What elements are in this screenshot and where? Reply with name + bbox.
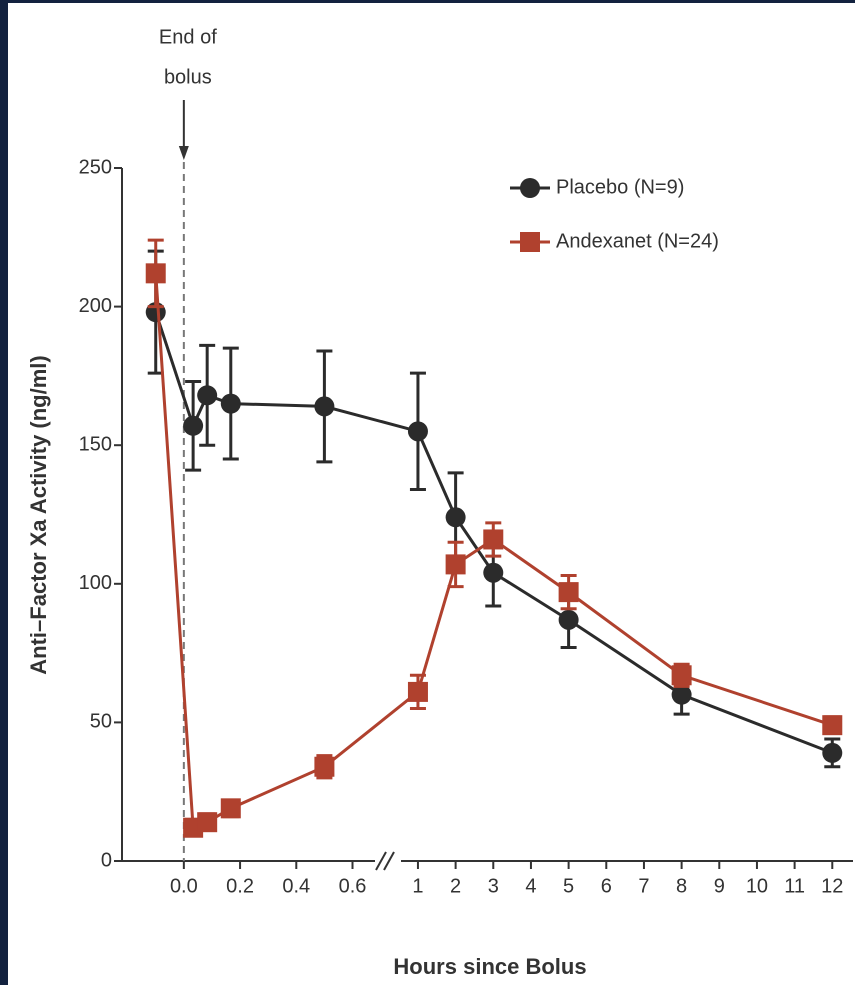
x-tick-label: 1: [412, 875, 423, 897]
plot-background: [8, 3, 855, 985]
legend-label: Placebo (N=9): [556, 176, 684, 198]
data-point: [558, 582, 579, 603]
x-tick-label: 11: [784, 875, 805, 897]
data-point: [671, 684, 692, 705]
x-tick-label: 5: [563, 875, 574, 897]
x-tick-label: 6: [601, 875, 612, 897]
x-tick-label: 0.2: [226, 875, 254, 897]
data-point: [314, 396, 335, 417]
x-tick-label: 10: [746, 875, 768, 897]
x-tick-label: 2: [450, 875, 461, 897]
data-point: [558, 609, 579, 630]
y-tick-label: 250: [79, 156, 112, 178]
x-tick-label: 4: [525, 875, 536, 897]
x-tick-label: 12: [821, 875, 843, 897]
data-point: [145, 263, 166, 284]
data-point: [445, 554, 466, 575]
y-tick-label: 150: [79, 433, 112, 455]
x-tick-label: 3: [488, 875, 499, 897]
y-axis-label: Anti–Factor Xa Activity (ng/ml): [26, 355, 51, 674]
annotation-text: bolus: [164, 66, 212, 88]
data-point: [483, 562, 504, 583]
x-tick-label: 0.0: [170, 875, 198, 897]
data-point: [822, 742, 843, 763]
data-point: [407, 681, 428, 702]
x-tick-label: 8: [676, 875, 687, 897]
y-tick-label: 0: [101, 849, 112, 871]
data-point: [483, 529, 504, 550]
legend-marker: [520, 232, 540, 252]
data-point: [445, 507, 466, 528]
axis-break: [383, 851, 395, 871]
x-axis-label: Hours since Bolus: [393, 954, 586, 979]
data-point: [220, 393, 241, 414]
data-point: [407, 421, 428, 442]
legend-marker: [520, 178, 540, 198]
y-tick-label: 100: [79, 572, 112, 594]
annotation-arrowhead: [178, 146, 189, 160]
data-point: [822, 715, 843, 736]
x-tick-label: 9: [714, 875, 725, 897]
data-point: [671, 665, 692, 686]
x-tick-label: 0.6: [339, 875, 367, 897]
data-point: [314, 756, 335, 777]
data-point: [183, 415, 204, 436]
y-tick-label: 200: [79, 295, 112, 317]
data-point: [197, 812, 218, 833]
data-point: [197, 385, 218, 406]
axis-break: [375, 851, 387, 871]
x-tick-label: 7: [638, 875, 649, 897]
annotation-text: End of: [159, 26, 217, 48]
legend-label: Andexanet (N=24): [556, 230, 719, 252]
data-point: [220, 798, 241, 819]
x-tick-label: 0.4: [282, 875, 310, 897]
y-tick-label: 50: [90, 711, 112, 733]
